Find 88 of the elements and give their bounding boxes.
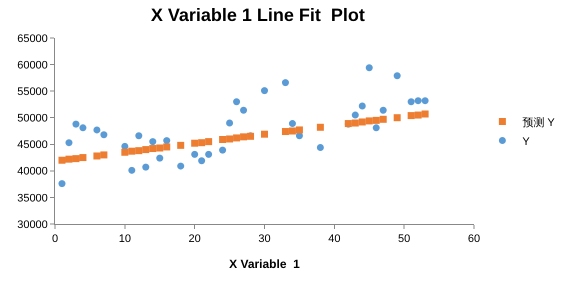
point [198,139,206,146]
point [219,146,226,154]
point [261,87,268,94]
point [352,112,359,119]
point [288,120,296,128]
point [316,144,324,151]
point [219,136,226,143]
point [72,155,80,162]
x-tick-label: 40 [328,233,340,246]
point [121,148,128,156]
y-tick-label: 35000 [17,192,48,204]
point [93,126,100,134]
point [156,144,164,152]
point [149,138,156,146]
point [233,98,240,106]
point [177,142,184,149]
point [422,110,429,118]
point [163,143,170,150]
point [288,128,296,134]
point [191,150,198,158]
point [366,117,373,124]
point [58,156,66,164]
point [372,124,380,132]
point [261,130,268,138]
point [408,98,415,106]
point [240,106,248,114]
point [198,157,206,164]
x-tick-label: 20 [188,233,201,246]
point [205,138,212,146]
point [142,146,150,154]
point [58,180,66,188]
point [177,162,184,170]
legend-label: Y [522,136,530,148]
point [100,151,108,158]
point [100,131,108,138]
point [358,102,366,110]
point [79,154,86,162]
point [296,126,303,134]
point [414,112,422,119]
chart-title: X Variable 1 Line Fit Plot [150,5,365,26]
x-tick-label: 10 [118,233,131,246]
y-tick-label: 50000 [17,112,48,125]
point [128,166,136,174]
point [408,112,415,120]
point [191,140,198,147]
x-tick-label: 30 [258,233,271,246]
point [380,106,387,114]
point [233,134,240,142]
legend-label: 预测 Y [522,116,556,129]
point [72,120,80,128]
point [240,133,248,140]
y-tick-label: 65000 [17,32,48,45]
x-tick-label: 60 [468,233,480,246]
point [394,72,401,80]
point [414,97,422,104]
point [226,135,234,142]
point [163,137,170,144]
x-tick-label: 0 [52,233,58,246]
point [128,148,136,155]
point [372,116,380,124]
point [205,150,212,158]
y-tick-label: 55000 [17,86,48,98]
x-tick-label: 50 [398,233,410,246]
point [352,120,359,127]
point [380,116,387,123]
point [358,118,366,126]
point [142,164,150,171]
point [135,147,142,154]
y-tick-label: 40000 [17,166,48,178]
point [121,142,128,150]
point [93,152,100,160]
point [79,124,86,132]
point [316,124,324,131]
point [282,128,289,136]
point [65,139,72,146]
point [282,79,289,86]
x-axis-title: X Variable 1 [229,257,300,272]
point [149,145,156,152]
point [394,114,401,122]
y-tick-label: 30000 [17,218,48,231]
point [422,97,429,104]
point [366,64,373,72]
y-tick-label: 60000 [17,59,48,72]
point [135,132,142,140]
point [156,154,164,162]
point [226,120,234,127]
y-tick-label: 45000 [17,139,48,152]
point [65,156,72,163]
